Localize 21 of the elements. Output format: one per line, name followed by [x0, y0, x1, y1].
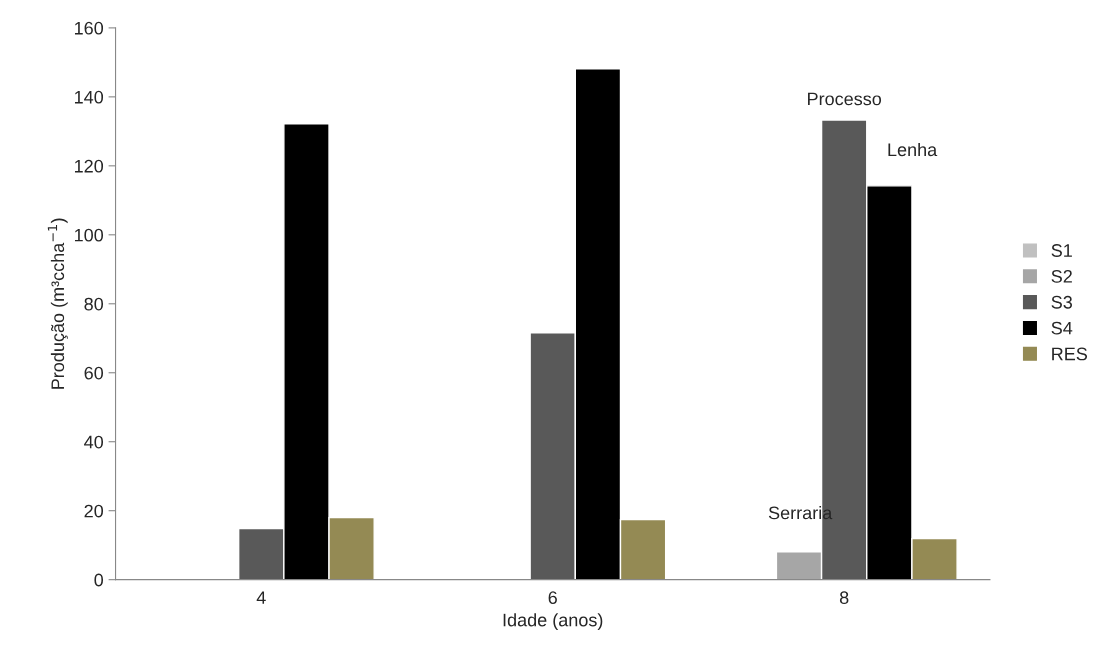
y-tick-label: 0 [94, 573, 104, 587]
legend-label: S4 [1051, 321, 1073, 335]
y-tick-label: 120 [74, 159, 104, 173]
y-tick-label: 140 [74, 90, 104, 104]
annotation: Lenha [888, 142, 938, 157]
y-tick-label: 80 [84, 297, 104, 311]
y-axis-title: Produção (m³ccha$^{−1}$) [47, 218, 68, 389]
x-tick-label: 6 [548, 591, 557, 605]
y-tick-label: 40 [84, 435, 104, 449]
legend-label: S2 [1051, 269, 1072, 283]
legend-label: S3 [1051, 295, 1073, 309]
y-tick-label: 20 [84, 504, 104, 518]
x-tick-label: 4 [256, 591, 266, 604]
x-axis-title: Idade (anos) [503, 613, 603, 630]
annotation: Processo [808, 92, 882, 106]
y-tick-label: 100 [74, 228, 104, 242]
x-tick-label: 8 [839, 591, 849, 605]
legend-label: S1 [1051, 244, 1072, 257]
legend-label: RES [1052, 347, 1088, 361]
y-tick-label: 160 [74, 21, 104, 35]
y-tick-label: 60 [84, 366, 104, 380]
